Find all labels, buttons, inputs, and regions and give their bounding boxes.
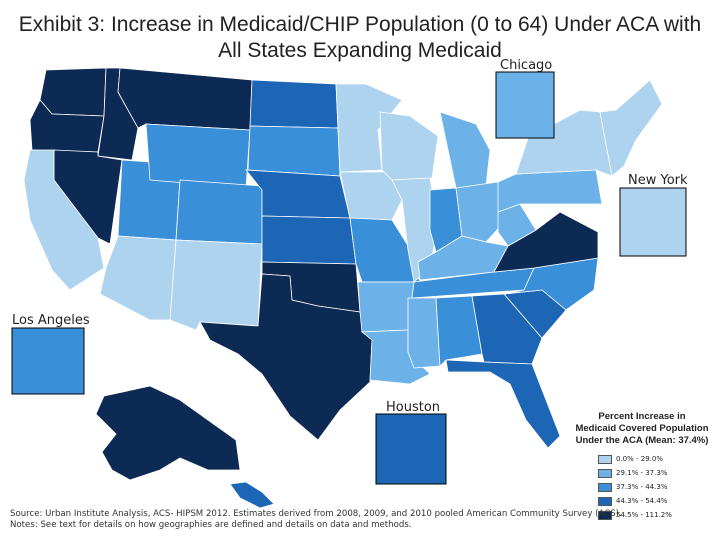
kentucky (417, 235, 509, 281)
chicago-inset-label: Chicago (500, 58, 553, 73)
virginia (493, 211, 599, 273)
alaska (95, 385, 241, 481)
legend-label: 44.3% - 54.4% (616, 497, 668, 505)
map-legend: Percent Increase in Medicaid Covered Pop… (572, 411, 712, 523)
legend-label: 0.0% - 29.0% (616, 455, 663, 463)
chicago-inset-frame (495, 71, 555, 139)
legend-swatch (598, 510, 612, 520)
california (23, 149, 105, 291)
los-angeles-inset-label: Los Angeles (12, 313, 90, 328)
north-dakota (249, 79, 339, 129)
footer: Source: Urban Institute Analysis, ACS- H… (10, 509, 622, 531)
texas (199, 273, 373, 441)
map-title-line-2: All States Expanding Medicaid (218, 39, 502, 62)
legend-label: 54.5% - 111.2% (616, 511, 672, 519)
nebraska (245, 169, 351, 219)
wyoming (145, 123, 251, 189)
michigan (439, 111, 491, 189)
legend-item: 37.3% - 44.3% (598, 481, 712, 493)
map-title-line-1: Exhibit 3: Increase in Medicaid/CHIP Pop… (18, 13, 702, 36)
los-angeles-inset-frame (11, 327, 85, 395)
ohio (455, 181, 509, 243)
minnesota (335, 83, 403, 173)
colorado (175, 179, 263, 245)
south-dakota (247, 125, 341, 177)
legend-item: 54.5% - 111.2% (598, 509, 712, 521)
legend-title-line-2: Medicaid Covered Population (575, 423, 709, 434)
source-note: Source: Urban Institute Analysis, ACS- H… (10, 509, 622, 519)
legend-swatch (598, 482, 612, 492)
legend-title-line-1: Percent Increase in (598, 411, 686, 422)
new-york-inset-frame (619, 187, 687, 257)
new-york-inset-label: New York (628, 173, 688, 188)
legend-swatch (598, 496, 612, 506)
houston-inset-frame (375, 413, 447, 485)
new-mexico (169, 239, 263, 331)
legend-item: 44.3% - 54.4% (598, 495, 712, 507)
montana (117, 67, 253, 131)
iowa (339, 171, 403, 221)
mississippi (407, 297, 441, 369)
methods-note: Notes: See text for details on how geogr… (10, 520, 412, 530)
legend-item: 0.0% - 29.0% (598, 453, 712, 465)
arizona (99, 235, 177, 321)
legend-label: 37.3% - 44.3% (616, 483, 668, 491)
legend-swatch (598, 468, 612, 478)
legend-label: 29.1% - 37.3% (616, 469, 668, 477)
washington (39, 67, 107, 117)
legend-title-line-3: Under the ACA (Mean: 37.4%) (575, 435, 709, 446)
legend-rows: 0.0% - 29.0% 29.1% - 37.3% 37.3% - 44.3%… (572, 453, 712, 521)
kansas (261, 215, 357, 265)
arkansas (357, 281, 415, 333)
hawaii (229, 481, 275, 509)
florida (445, 359, 561, 449)
legend-swatch (598, 454, 612, 464)
legend-item: 29.1% - 37.3% (598, 467, 712, 479)
houston-inset-label: Houston (386, 400, 441, 415)
wisconsin (379, 111, 439, 181)
new-england (599, 79, 663, 177)
alabama (435, 295, 483, 367)
pennsylvania (497, 169, 603, 213)
